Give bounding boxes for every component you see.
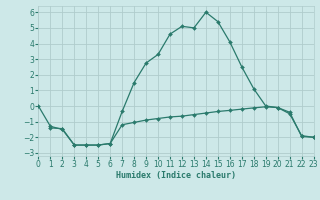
X-axis label: Humidex (Indice chaleur): Humidex (Indice chaleur) xyxy=(116,171,236,180)
